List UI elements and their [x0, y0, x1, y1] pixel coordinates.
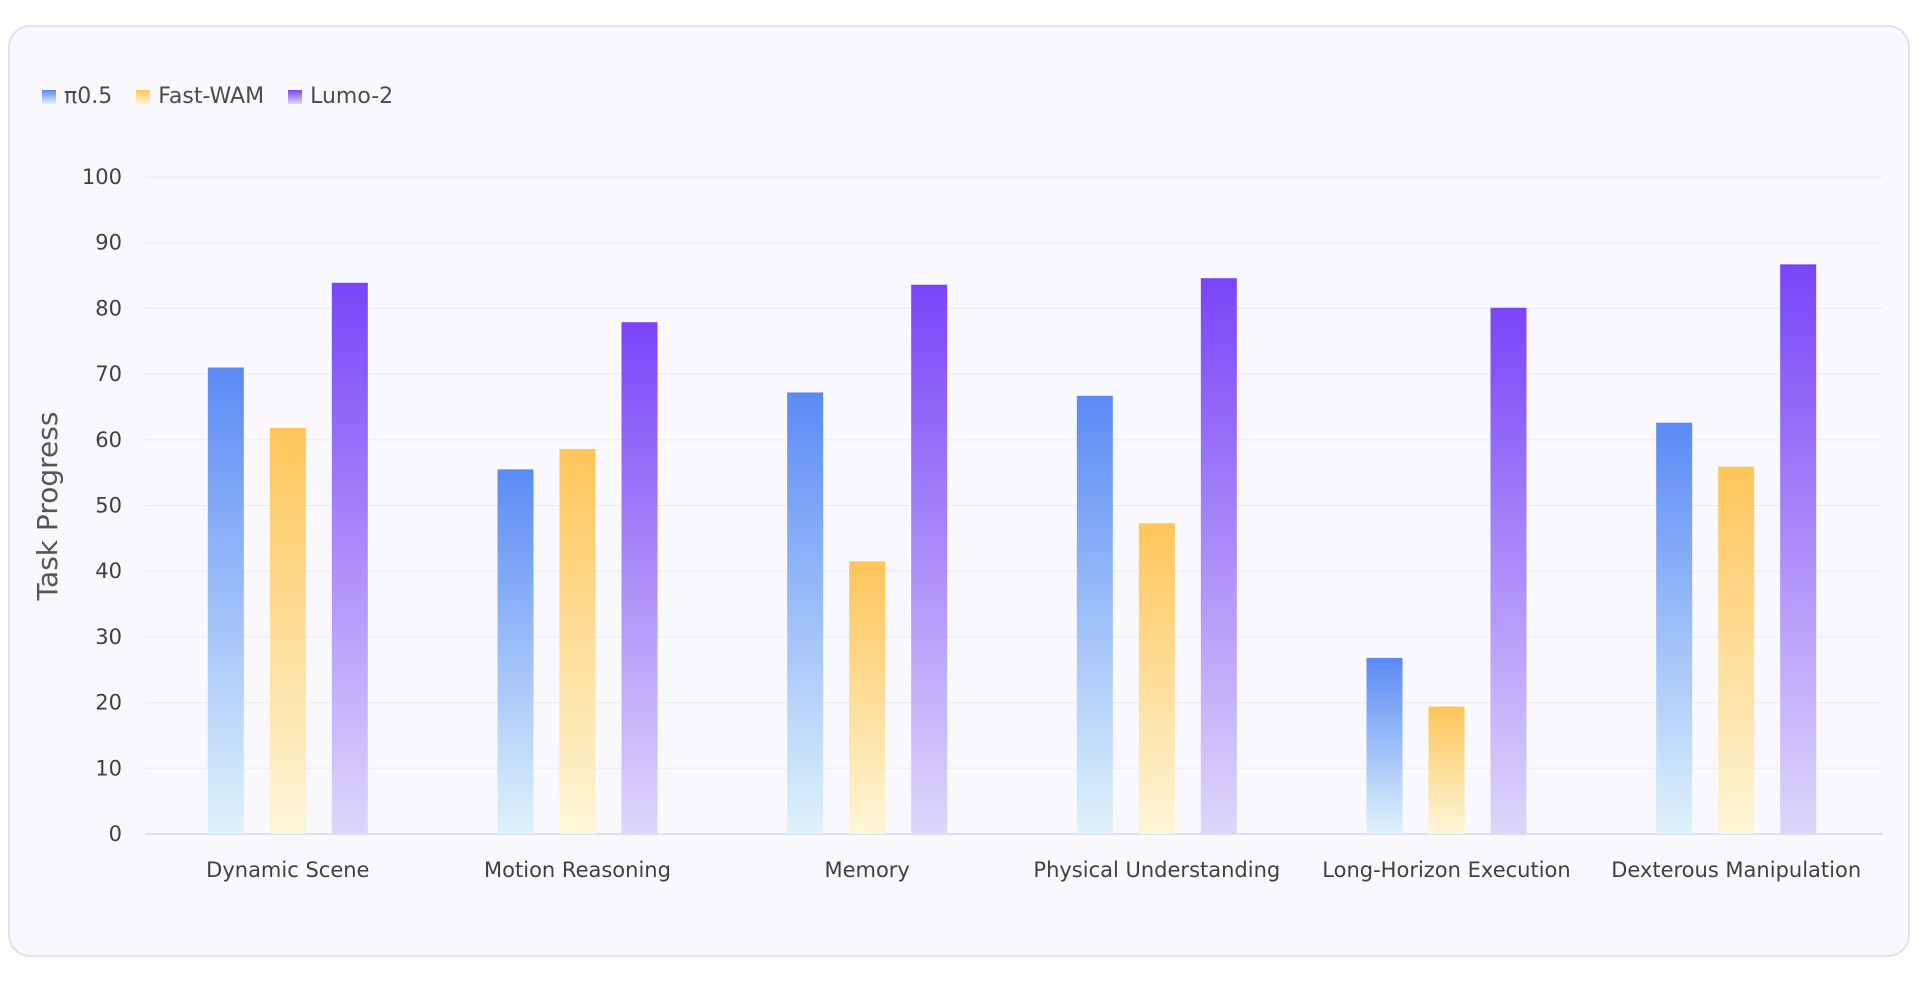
- bar-lumo-1[interactable]: [621, 322, 658, 834]
- y-tick-label: 10: [95, 756, 122, 780]
- bar-pi-1[interactable]: [497, 469, 534, 834]
- bar-fast-2[interactable]: [849, 561, 886, 834]
- legend-swatch-fast-wam: [136, 89, 151, 104]
- bar-lumo-0[interactable]: [331, 282, 368, 835]
- x-tick-label: Memory: [824, 858, 909, 882]
- legend-label-lumo-2: Lumo-2: [310, 84, 394, 109]
- y-tick-label: 30: [95, 625, 122, 649]
- bar-pi-4[interactable]: [1366, 657, 1403, 834]
- bar-pi-5[interactable]: [1656, 422, 1693, 834]
- y-tick-label: 50: [95, 494, 122, 518]
- y-tick-label: 90: [95, 231, 122, 255]
- y-tick-label: 80: [95, 296, 122, 320]
- bar-lumo-4[interactable]: [1490, 307, 1527, 834]
- legend-label-pi: π0.5: [64, 84, 113, 109]
- y-tick-label: 40: [95, 559, 122, 583]
- y-tick-label: 60: [95, 428, 122, 452]
- y-tick-label: 20: [95, 691, 122, 715]
- x-tick-label: Physical Understanding: [1033, 858, 1280, 882]
- gridlines: [145, 176, 1883, 835]
- x-tick-label: Dynamic Scene: [206, 858, 369, 882]
- bars: [207, 264, 1817, 835]
- bar-lumo-2[interactable]: [911, 284, 948, 834]
- legend-item-pi[interactable]: π0.5: [42, 84, 112, 109]
- bar-fast-5[interactable]: [1718, 466, 1755, 834]
- legend-item-lumo-2[interactable]: Lumo-2: [288, 84, 393, 109]
- y-axis-ticks: 0 10 20 30 40 50 60 70 80 90 100: [82, 165, 122, 846]
- bar-fast-1[interactable]: [559, 448, 596, 834]
- legend-swatch-lumo-2: [288, 89, 303, 104]
- legend: π0.5 Fast-WAM Lumo-2: [42, 84, 417, 109]
- bar-fast-0[interactable]: [269, 427, 306, 834]
- y-tick-label: 70: [95, 362, 122, 386]
- x-tick-label: Dexterous Manipulation: [1611, 858, 1861, 882]
- bar-lumo-3[interactable]: [1200, 278, 1237, 835]
- x-tick-label: Motion Reasoning: [484, 858, 671, 882]
- y-tick-label: 100: [82, 165, 122, 189]
- x-tick-label: Long-Horizon Execution: [1322, 858, 1570, 882]
- bar-fast-3[interactable]: [1138, 523, 1175, 834]
- bar-lumo-5[interactable]: [1780, 264, 1817, 835]
- bar-pi-0[interactable]: [207, 367, 244, 834]
- bar-fast-4[interactable]: [1428, 706, 1465, 834]
- y-tick-label: 0: [109, 822, 122, 846]
- bar-pi-2[interactable]: [787, 392, 824, 834]
- bar-pi-3[interactable]: [1076, 395, 1113, 834]
- legend-label-fast-wam: Fast-WAM: [158, 84, 265, 109]
- x-axis-ticks: Dynamic Scene Motion Reasoning Memory Physi…: [206, 858, 1861, 882]
- chart-card: [8, 25, 1910, 957]
- y-axis-label: Task Progress: [31, 412, 64, 602]
- legend-item-fast-wam[interactable]: Fast-WAM: [136, 84, 264, 109]
- legend-swatch-pi: [42, 89, 56, 104]
